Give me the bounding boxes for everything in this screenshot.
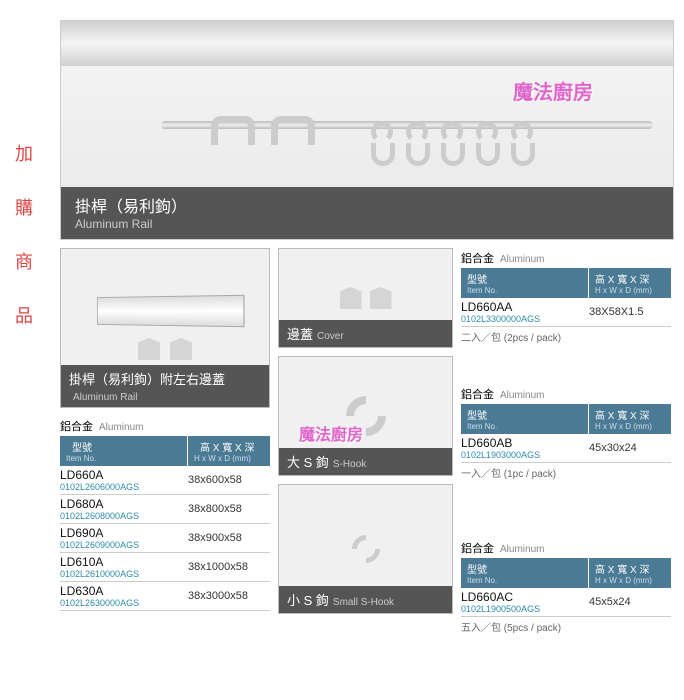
spec-header: 型號Item No. 高 X 寬 X 深H x W x D (mm) <box>461 268 671 298</box>
hook-icon <box>371 121 387 163</box>
spec-block: 鋁合金Aluminum 型號Item No. 高 X 寬 X 深H x W x … <box>461 384 671 482</box>
col-specs: 鋁合金Aluminum 型號Item No. 高 X 寬 X 深H x W x … <box>461 248 671 636</box>
hook-icon <box>406 121 422 163</box>
table-row: LD630A0102L2630000AGS38x3000x58 <box>60 582 270 611</box>
item-code: 0102L1900500AGS <box>461 604 589 614</box>
model-id: LD630A <box>60 584 188 598</box>
shook-icon <box>346 529 386 569</box>
header-model: 型號Item No. <box>461 558 589 588</box>
watermark-text: 魔法廚房 <box>299 421 363 445</box>
model-id: LD660A <box>60 468 188 482</box>
hero-title-en: Aluminum Rail <box>75 217 659 231</box>
pack-note: 一入／包 (1pc / pack) <box>461 463 671 482</box>
table-row: LD660AA0102L3300000AGS 38X58X1.5 <box>461 298 671 327</box>
item-code: 0102L2606000AGS <box>60 482 188 492</box>
hook-icon <box>441 121 457 163</box>
rail-spec-table: 鋁合金Aluminum 型號Item No. 高 X 寬 X 深H x W x … <box>60 416 270 611</box>
table-row: LD690A0102L2609000AGS38x900x58 <box>60 524 270 553</box>
spec-header: 型號Item No. 高 X 寬 X 深H x W x D (mm) <box>60 436 270 466</box>
dimensions: 38x800x58 <box>188 497 270 521</box>
model-id: LD690A <box>60 526 188 540</box>
table-row: LD660A0102L2606000AGS38x600x58 <box>60 466 270 495</box>
item-code: 0102L2608000AGS <box>60 511 188 521</box>
smallhook-image: 小 S 鉤Small S-Hook <box>278 484 453 614</box>
model-id: LD660AA <box>461 300 589 314</box>
hero-title-cn: 掛桿（易利鉤） <box>75 193 659 217</box>
header-dim: 高 X 寬 X 深H x W x D (mm) <box>589 268 671 298</box>
sidebar-char: 商 <box>12 248 36 274</box>
dimensions: 38X58X1.5 <box>589 300 671 324</box>
material-label: 鋁合金Aluminum <box>461 384 671 404</box>
bracket-icon <box>138 338 160 360</box>
hero-label: 掛桿（易利鉤） Aluminum Rail <box>61 187 673 239</box>
dimensions: 38x1000x58 <box>188 555 270 579</box>
cover-image: 邊蓋Cover <box>278 248 453 348</box>
col-rail: 掛桿（易利鉤）附左右邊蓋 Aluminum Rail 鋁合金Aluminum 型… <box>60 248 270 636</box>
bracket-icon <box>370 287 392 309</box>
dimensions: 38x3000x58 <box>188 584 270 608</box>
material-label: 鋁合金Aluminum <box>60 416 270 436</box>
hook-icon <box>511 121 527 163</box>
smallhook-label: 小 S 鉤Small S-Hook <box>279 586 452 613</box>
spec-block: 鋁合金Aluminum 型號Item No. 高 X 寬 X 深H x W x … <box>461 538 671 636</box>
sidebar-addon-label: 加 購 商 品 <box>12 140 36 356</box>
hook-icon <box>271 116 301 166</box>
watermark-text: 魔法廚房 <box>513 76 593 105</box>
header-model: 型號Item No. <box>60 436 188 466</box>
item-code: 0102L1903000AGS <box>461 450 589 460</box>
table-row: LD680A0102L2608000AGS38x800x58 <box>60 495 270 524</box>
col-accessories: 邊蓋Cover 魔法廚房 大 S 鉤S-Hook 小 S 鉤Small S-Ho… <box>278 248 453 636</box>
rail-product-image: 掛桿（易利鉤）附左右邊蓋 Aluminum Rail <box>60 248 270 408</box>
model-id: LD610A <box>60 555 188 569</box>
model-id: LD660AB <box>461 436 589 450</box>
header-model: 型號Item No. <box>461 404 589 434</box>
bracket-icon <box>170 338 192 360</box>
header-model: 型號Item No. <box>461 268 589 298</box>
header-dim: 高 X 寬 X 深H x W x D (mm) <box>589 404 671 434</box>
bighook-label: 大 S 鉤S-Hook <box>279 448 452 475</box>
sidebar-char: 品 <box>12 302 36 328</box>
bighook-image: 魔法廚房 大 S 鉤S-Hook <box>278 356 453 476</box>
hook-icon <box>211 116 241 166</box>
rail-label-cn: 掛桿（易利鉤）附左右邊蓋 <box>69 372 225 387</box>
spec-header: 型號Item No. 高 X 寬 X 深H x W x D (mm) <box>461 558 671 588</box>
main-content: 魔法廚房 掛桿（易利鉤） Aluminum Rail 掛桿（易利鉤）附左右邊蓋 … <box>60 20 674 636</box>
pack-note: 五入／包 (5pcs / pack) <box>461 617 671 636</box>
hook-icon <box>476 121 492 163</box>
header-dim: 高 X 寬 X 深H x W x D (mm) <box>589 558 671 588</box>
spec-header: 型號Item No. 高 X 寬 X 深H x W x D (mm) <box>461 404 671 434</box>
table-row: LD610A0102L2610000AGS38x1000x58 <box>60 553 270 582</box>
rail-label: 掛桿（易利鉤）附左右邊蓋 Aluminum Rail <box>61 365 269 407</box>
item-code: 0102L3300000AGS <box>461 314 589 324</box>
material-label: 鋁合金Aluminum <box>461 538 671 558</box>
dimensions: 45x30x24 <box>589 436 671 460</box>
pack-note: 二入／包 (2pcs / pack) <box>461 327 671 346</box>
dimensions: 38x900x58 <box>188 526 270 550</box>
spec-block: 鋁合金Aluminum 型號Item No. 高 X 寬 X 深H x W x … <box>461 248 671 346</box>
rail-graphic <box>61 21 673 66</box>
sidebar-char: 購 <box>12 194 36 220</box>
dimensions: 45x5x24 <box>589 590 671 614</box>
rail-piece-icon <box>97 295 245 328</box>
table-row: LD660AB0102L1903000AGS 45x30x24 <box>461 434 671 463</box>
item-code: 0102L2630000AGS <box>60 598 188 608</box>
item-code: 0102L2609000AGS <box>60 540 188 550</box>
bracket-icon <box>340 287 362 309</box>
item-code: 0102L2610000AGS <box>60 569 188 579</box>
product-grid: 掛桿（易利鉤）附左右邊蓋 Aluminum Rail 鋁合金Aluminum 型… <box>60 248 674 636</box>
material-label: 鋁合金Aluminum <box>461 248 671 268</box>
dimensions: 38x600x58 <box>188 468 270 492</box>
model-id: LD660AC <box>461 590 589 604</box>
table-row: LD660AC0102L1900500AGS 45x5x24 <box>461 588 671 617</box>
sidebar-char: 加 <box>12 140 36 166</box>
rail-label-en: Aluminum Rail <box>73 392 137 403</box>
model-id: LD680A <box>60 497 188 511</box>
header-dim: 高 X 寬 X 深H x W x D (mm) <box>188 436 270 466</box>
cover-label: 邊蓋Cover <box>279 320 452 347</box>
hero-image: 魔法廚房 掛桿（易利鉤） Aluminum Rail <box>60 20 674 240</box>
